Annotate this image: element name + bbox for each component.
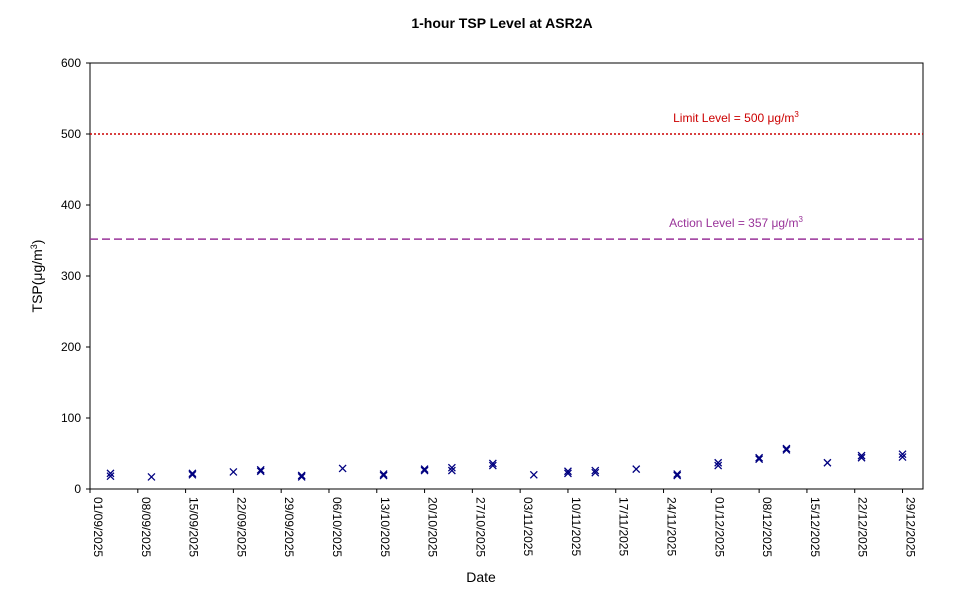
- data-point: [420, 465, 429, 474]
- data-point: [755, 455, 764, 464]
- data-point: [898, 453, 907, 462]
- y-tick-label: 300: [61, 269, 81, 283]
- data-point: [420, 466, 429, 475]
- x-axis-label: Date: [466, 569, 496, 585]
- data-point: [379, 471, 388, 480]
- annotation-text: Limit Level = 500: [673, 111, 767, 125]
- data-point: [256, 467, 265, 476]
- x-tick-label: 10/11/2025: [569, 497, 583, 556]
- x-tick-label: 03/11/2025: [521, 497, 535, 556]
- x-tick-label: 01/09/2025: [91, 497, 105, 557]
- data-point: [782, 444, 791, 453]
- annotation-sup: 3: [794, 110, 799, 119]
- y-tick-label: 500: [61, 127, 81, 141]
- data-point: [147, 472, 156, 481]
- data-point: [857, 451, 866, 460]
- data-point: [338, 464, 347, 473]
- data-point: [106, 472, 115, 481]
- x-tick-label: 08/12/2025: [760, 497, 774, 557]
- data-point: [857, 453, 866, 462]
- data-point: [673, 470, 682, 479]
- data-point: [823, 458, 832, 467]
- y-axis-label-main: TSP(: [29, 280, 45, 312]
- y-axis: 0 100 200 300 400 500 600: [61, 56, 90, 496]
- x-tick-label: 24/11/2025: [665, 497, 679, 556]
- action-level-annotation: Action Level = 357 μg/m3: [669, 215, 803, 230]
- data-point: [379, 470, 388, 479]
- chart-title: 1-hour TSP Level at ASR2A: [411, 15, 592, 31]
- x-tick-label: 08/09/2025: [139, 497, 153, 557]
- x-tick-label: 29/09/2025: [282, 497, 296, 557]
- data-point: [297, 471, 306, 480]
- y-tick-label: 200: [61, 340, 81, 354]
- y-axis-label: TSP(μg/m3): [29, 240, 45, 313]
- data-point: [488, 461, 497, 470]
- x-tick-label: 22/09/2025: [234, 497, 248, 557]
- data-point: [188, 470, 197, 479]
- data-point: [488, 459, 497, 468]
- data-point: [447, 463, 456, 472]
- x-axis: 01/09/2025 08/09/2025 15/09/2025 22/09/2025…: [89, 489, 918, 557]
- x-tick-label: 20/10/2025: [426, 497, 440, 557]
- annotation-unit: μg/m: [772, 216, 799, 230]
- x-tick-label: 01/12/2025: [712, 497, 726, 557]
- data-point: [256, 465, 265, 474]
- data-point: [755, 453, 764, 462]
- data-point: [714, 461, 723, 470]
- data-point: [106, 469, 115, 478]
- y-tick-label: 600: [61, 56, 81, 70]
- annotation-sup: 3: [798, 215, 803, 224]
- limit-level-annotation: Limit Level = 500 μg/m3: [673, 110, 799, 125]
- annotation-text: Action Level = 357: [669, 216, 771, 230]
- data-points: [106, 444, 907, 481]
- data-point: [591, 466, 600, 475]
- annotation-unit: μg/m: [768, 111, 795, 125]
- data-point: [714, 458, 723, 467]
- plot-area: [89, 62, 924, 490]
- y-axis-label-unit: μg/m: [29, 249, 45, 280]
- data-point: [673, 471, 682, 480]
- data-point: [447, 466, 456, 475]
- y-axis-label-close: ): [29, 240, 45, 245]
- x-tick-label: 29/12/2025: [904, 497, 918, 557]
- x-tick-label: 15/12/2025: [808, 497, 822, 557]
- y-axis-label-sup: 3: [29, 244, 39, 249]
- data-point: [188, 469, 197, 478]
- y-tick-label: 100: [61, 411, 81, 425]
- y-tick-label: 400: [61, 198, 81, 212]
- x-tick-label: 06/10/2025: [330, 497, 344, 557]
- data-point: [632, 465, 641, 474]
- data-point: [782, 445, 791, 454]
- y-tick-label: 0: [74, 482, 81, 496]
- x-tick-label: 27/10/2025: [473, 497, 487, 557]
- data-point: [297, 472, 306, 481]
- data-point: [563, 467, 572, 476]
- x-tick-label: 22/12/2025: [856, 497, 870, 557]
- x-tick-label: 13/10/2025: [378, 497, 392, 557]
- data-point: [591, 468, 600, 477]
- x-tick-label: 17/11/2025: [617, 497, 631, 556]
- x-tick-label: 15/09/2025: [187, 497, 201, 557]
- data-point: [529, 470, 538, 479]
- data-point: [229, 468, 238, 476]
- data-point: [563, 469, 572, 478]
- data-point: [898, 450, 907, 459]
